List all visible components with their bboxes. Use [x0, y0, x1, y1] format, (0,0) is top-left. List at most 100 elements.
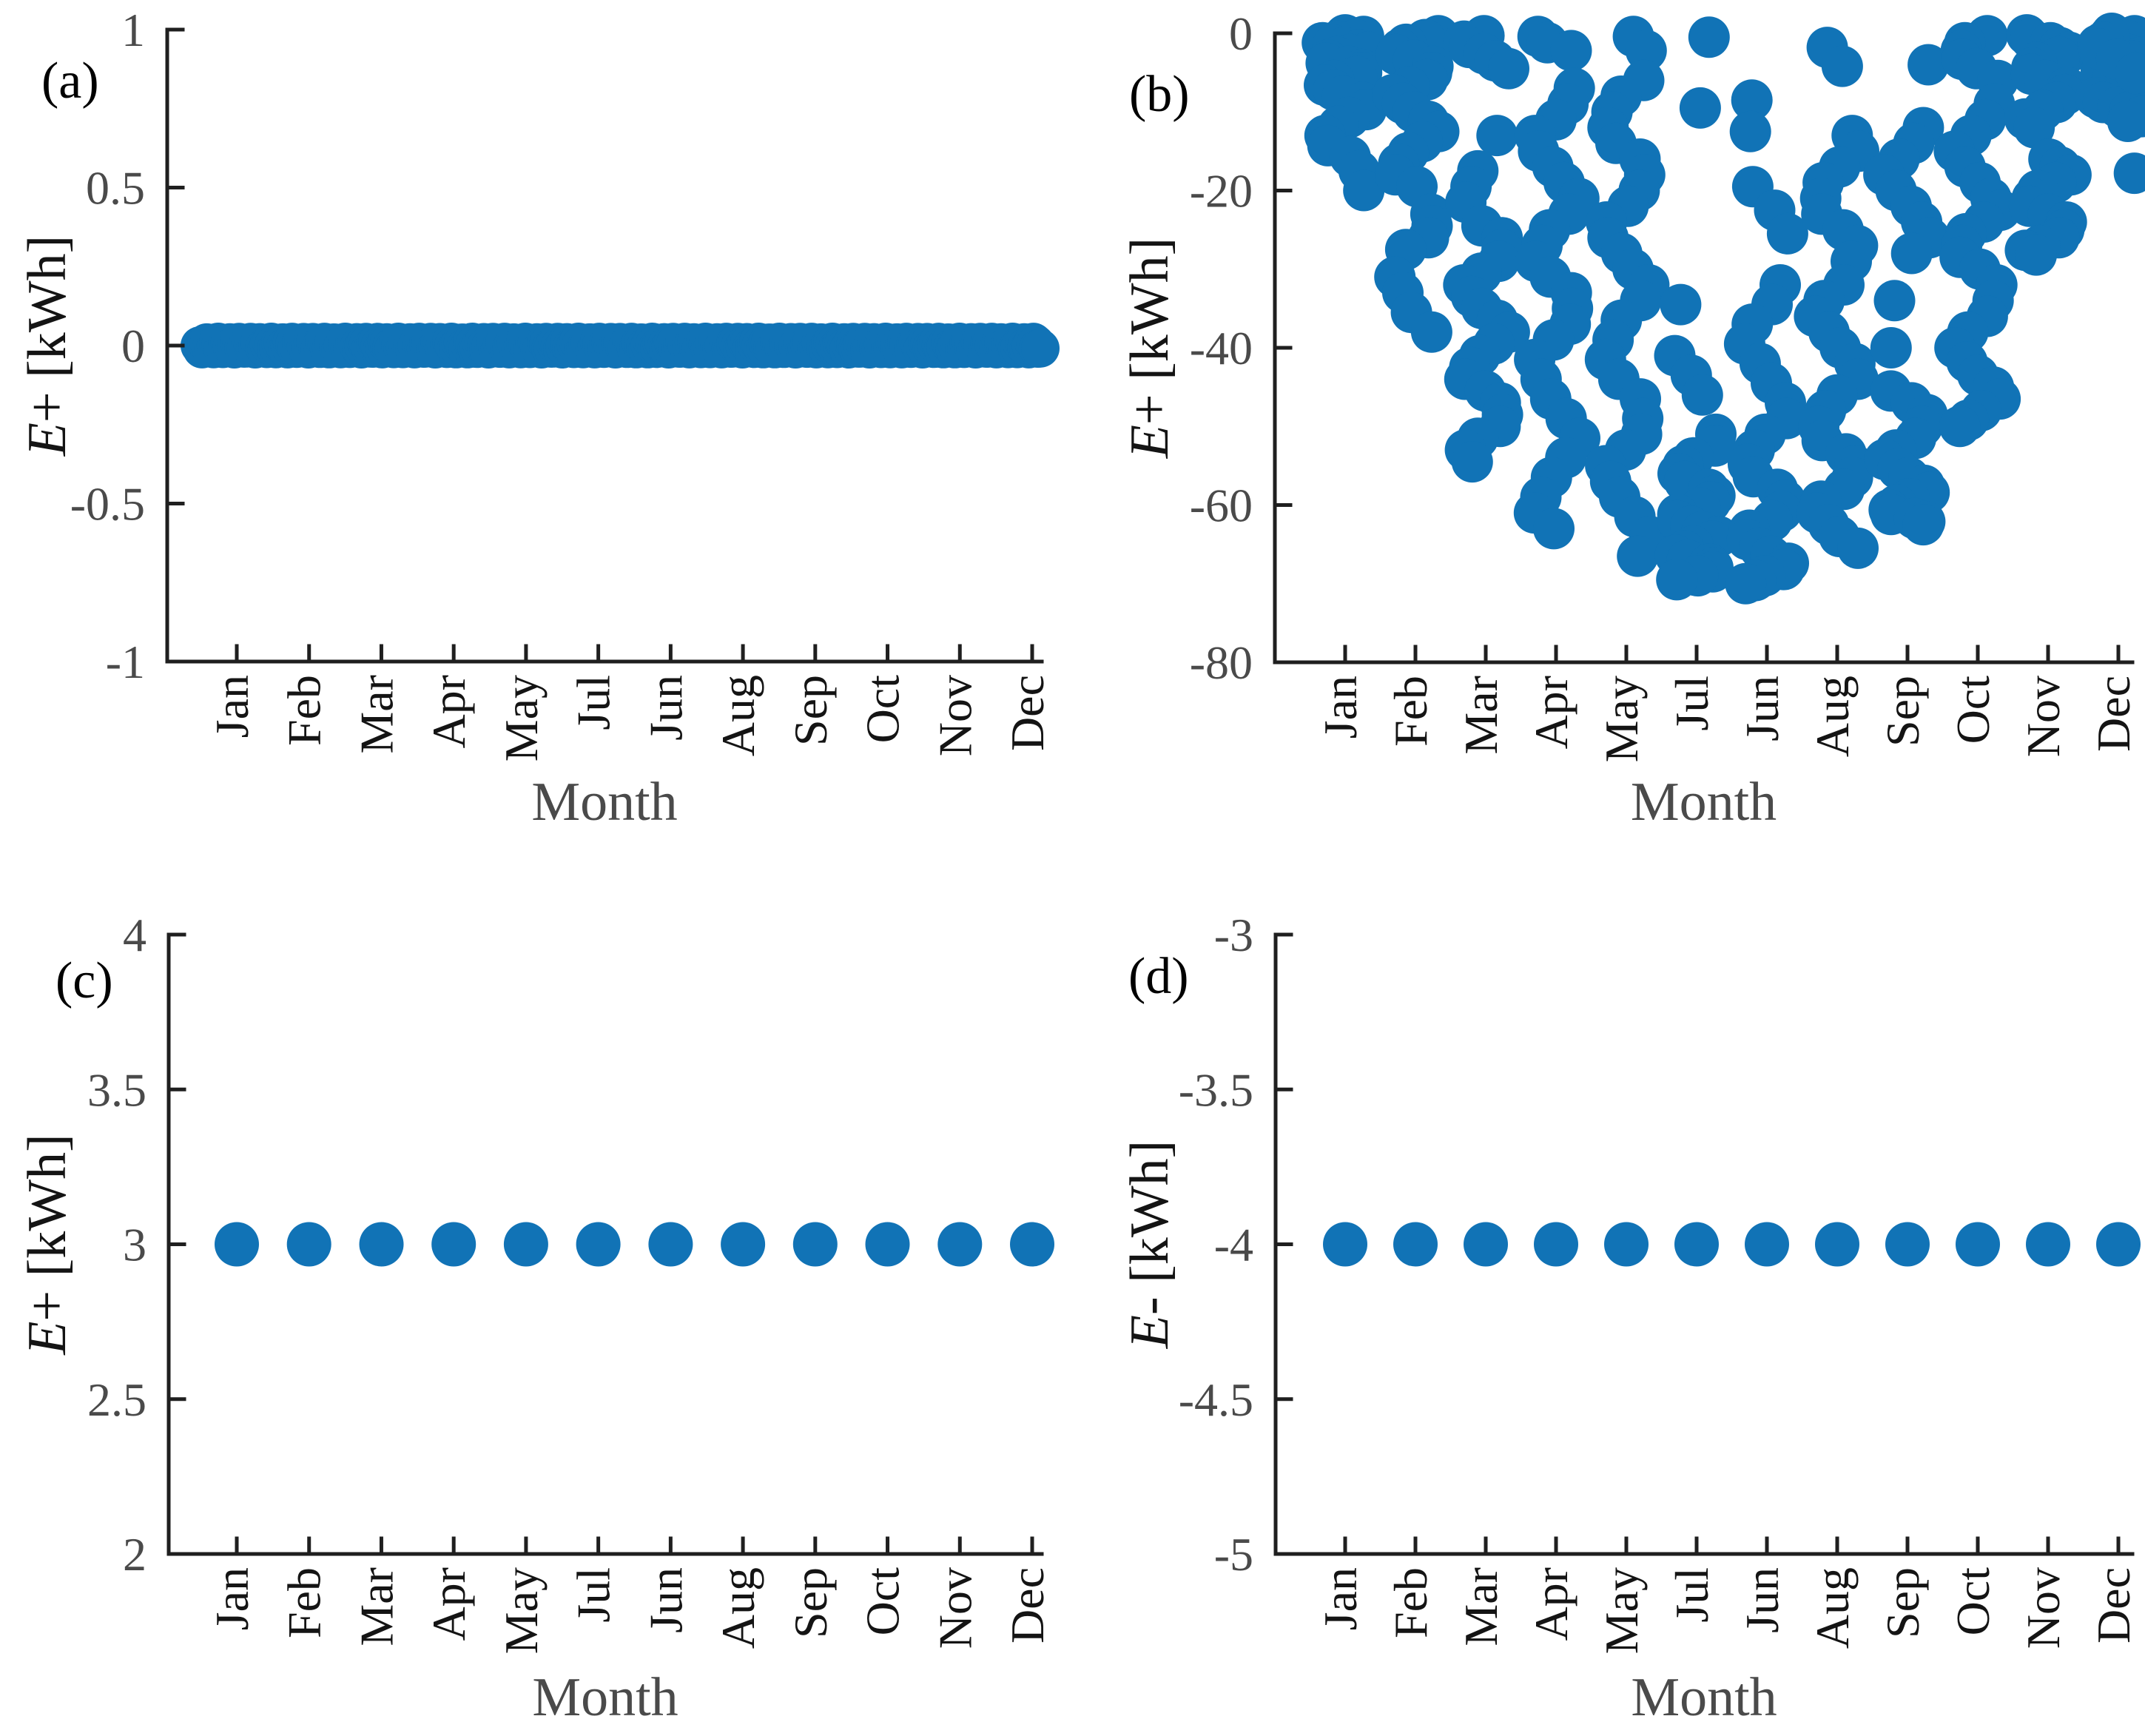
y-tick-label: -80 — [1190, 636, 1253, 689]
month-tick-label: Dec — [1001, 675, 1054, 751]
data-point — [1604, 1222, 1649, 1267]
month-tick-label: Oct — [1947, 676, 1999, 744]
axes — [166, 932, 1044, 1556]
data-point — [1885, 1222, 1930, 1267]
data-point — [1890, 232, 1933, 275]
y-tick-label: -20 — [1190, 165, 1253, 218]
data-point — [1729, 110, 1771, 152]
data-point — [1681, 374, 1723, 416]
y-tick-label: 2 — [123, 1528, 147, 1581]
month-tick-label: Jan — [206, 1567, 258, 1630]
month-tick-label: Aug — [712, 1567, 764, 1649]
data-point — [1488, 47, 1529, 90]
data-point — [1679, 87, 1721, 129]
month-tick-label: Jun — [1736, 1567, 1788, 1633]
data-point — [648, 1222, 693, 1267]
panel-d: -3 -3.5 -4 -4.5 -5 Jan Feb Mar Apr May Jul Jun Aug Se… — [1119, 909, 2141, 1728]
y-tick-label: -4.5 — [1179, 1373, 1253, 1426]
month-tick-label: Feb — [1384, 1567, 1437, 1638]
month-tick-label: Jun — [639, 1567, 692, 1633]
x-axis-title: Month — [531, 772, 677, 832]
y-axis-title: E+ [kWh] — [1119, 238, 1180, 460]
month-tick-label: Apr — [422, 675, 475, 749]
data-point — [1323, 1222, 1367, 1267]
data-point — [865, 1222, 910, 1267]
data-point — [2096, 1222, 2141, 1267]
y-tick-label: 0 — [1229, 7, 1253, 60]
month-tick-label: Sep — [784, 1567, 837, 1638]
y-tick-label: -5 — [1214, 1528, 1253, 1581]
data-point — [2026, 1222, 2070, 1267]
data-point — [1343, 169, 1385, 212]
data-point — [1625, 30, 1667, 72]
month-tick-label: Sep — [1876, 1567, 1929, 1638]
y-tick-label: 2.5 — [87, 1373, 147, 1426]
data-point — [1617, 535, 1659, 577]
month-tick-label: Jan — [206, 675, 258, 738]
data-point — [1815, 1222, 1859, 1267]
panel-b: 0 -20 -40 -60 -80 Jan Feb Mar Apr May Jul Jun Aug Sep… — [1119, 7, 2145, 832]
y-tick-label: -3.5 — [1179, 1063, 1253, 1116]
data-point — [286, 1222, 331, 1267]
data-point — [1464, 1222, 1508, 1267]
data-point — [1010, 1222, 1054, 1267]
month-tick-label: Apr — [1525, 1567, 1577, 1641]
data-point — [1656, 559, 1698, 601]
month-tick-label: Oct — [857, 675, 909, 744]
data-point — [1476, 115, 1518, 157]
data-point — [1550, 30, 1592, 72]
data-point — [576, 1222, 621, 1267]
data-points — [1302, 13, 2145, 605]
data-point — [1873, 280, 1916, 322]
data-point — [1688, 16, 1730, 58]
month-tick-label: May — [495, 675, 548, 761]
x-axis-title: Month — [1631, 1667, 1777, 1728]
x-axis-title: Month — [1631, 772, 1777, 832]
month-tick-label: Jul — [1666, 1567, 1718, 1623]
y-axis-title: E+ [kWh] — [17, 235, 78, 457]
panel-letter: (a) — [41, 53, 99, 110]
month-tick-label: May — [1595, 1567, 1648, 1654]
data-point — [1766, 212, 1808, 255]
data-point — [1870, 327, 1912, 369]
data-point — [2113, 152, 2145, 195]
y-tick-label: 3 — [123, 1219, 147, 1271]
panel-letter: (d) — [1128, 948, 1189, 1005]
month-tick-label: Dec — [2087, 676, 2140, 752]
data-point — [1725, 562, 1767, 605]
data-point — [503, 1222, 548, 1267]
month-tick-label: Mar — [1455, 676, 1507, 755]
data-point — [792, 1222, 838, 1267]
month-tick-label: Mar — [350, 1567, 403, 1646]
y-tick-label: -4 — [1214, 1219, 1253, 1271]
month-tick-label: Dec — [1001, 1567, 1054, 1644]
data-point — [1451, 441, 1493, 483]
data-point — [2115, 53, 2145, 95]
data-point — [721, 1222, 766, 1267]
month-tick-label: Jul — [568, 1567, 620, 1623]
data-point — [1821, 45, 1863, 87]
data-point — [1902, 504, 1944, 546]
y-tick-label: -60 — [1190, 480, 1253, 532]
axes — [1273, 932, 2135, 1556]
data-point — [937, 1222, 983, 1267]
month-tick-label: Feb — [1384, 676, 1437, 747]
data-point — [1745, 1222, 1789, 1267]
month-tick-label: Mar — [350, 675, 403, 754]
month-tick-label: Mar — [1455, 1567, 1507, 1646]
data-point — [1674, 1222, 1719, 1267]
axes — [1273, 31, 2135, 665]
y-tick-label: -0.5 — [70, 478, 145, 531]
data-points — [1323, 1222, 2141, 1267]
month-tick-label: Nov — [929, 1567, 981, 1649]
y-tick-label: -3 — [1214, 909, 1253, 961]
y-tick-label: 1 — [121, 4, 145, 56]
month-tick-label: Sep — [784, 675, 837, 746]
data-point — [1956, 1222, 2000, 1267]
month-tick-label: Aug — [712, 675, 764, 756]
data-point — [1393, 1222, 1438, 1267]
data-point — [1939, 406, 1981, 448]
data-point — [1410, 311, 1452, 353]
month-tick-label: Nov — [929, 675, 981, 756]
